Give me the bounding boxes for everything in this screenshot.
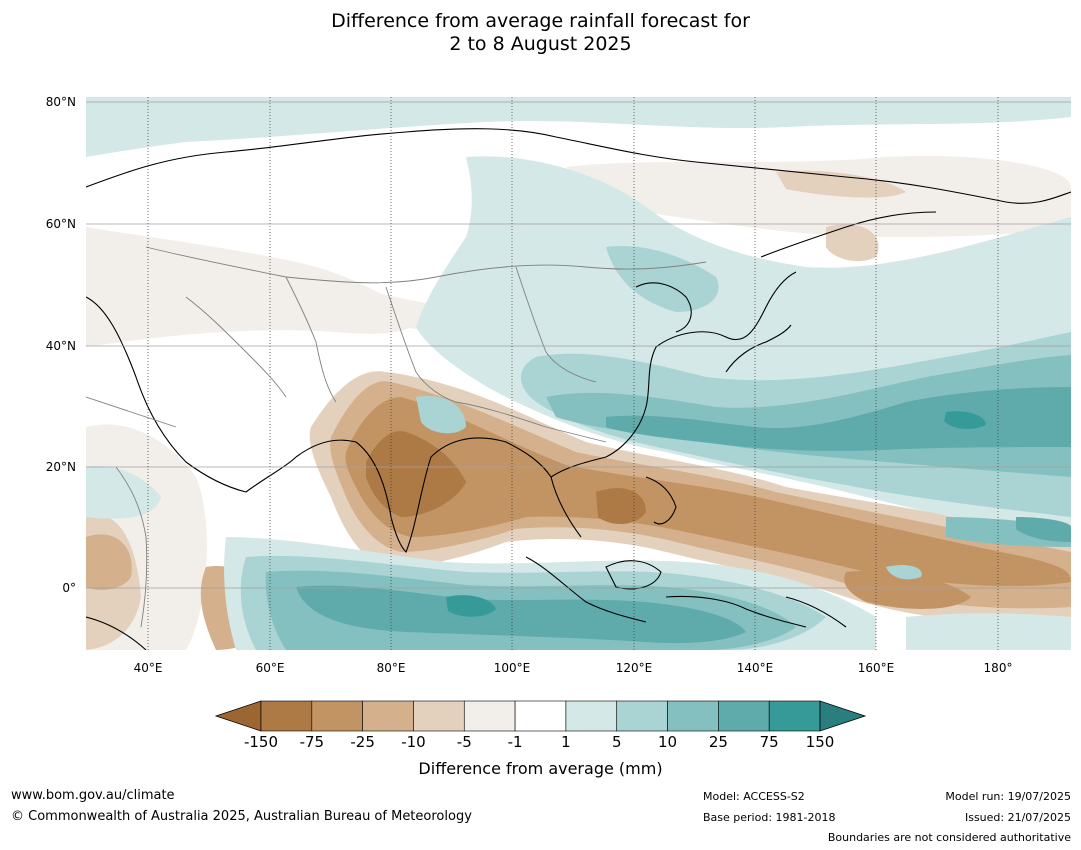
- colorbar-cell: [565, 700, 618, 732]
- country-boundaries: [86, 246, 707, 628]
- colorbar-cell: [463, 700, 516, 732]
- colorbar-tick: -150: [243, 733, 279, 751]
- coastlines: [86, 128, 1071, 650]
- lat-label-0: 0°: [62, 581, 76, 595]
- wet-anomaly-max: [446, 411, 986, 617]
- model-text: Model: ACCESS-S2: [703, 790, 805, 803]
- model-run-text: Model run: 19/07/2025: [945, 790, 1071, 803]
- colorbar-tick: -10: [401, 733, 426, 751]
- lon-label-140e: 140°E: [736, 661, 774, 675]
- lon-label-100e: 100°E: [493, 661, 531, 675]
- colorbar-tick: 25: [708, 733, 728, 751]
- graticule-lon: [147, 97, 999, 650]
- lat-label-60n: 60°N: [45, 217, 76, 231]
- base-period-text: Base period: 1981-2018: [703, 811, 836, 824]
- map-canvas: [86, 97, 1071, 650]
- lon-label-60e: 60°E: [255, 661, 285, 675]
- colorbar-tick: -75: [299, 733, 325, 751]
- map-title-line2: 2 to 8 August 2025: [449, 33, 632, 55]
- colorbar-tick: 5: [611, 733, 622, 751]
- lat-label-80n: 80°N: [45, 95, 76, 109]
- colorbar-cell: [413, 700, 465, 732]
- colorbar-title: Difference from average (mm): [418, 759, 663, 778]
- lon-label-80e: 80°E: [376, 661, 406, 675]
- colorbar-tick: 10: [657, 733, 678, 751]
- map-title-line1: Difference from average rainfall forecas…: [331, 10, 750, 32]
- rainfall-anomaly-map: [86, 97, 1071, 650]
- colorbar-cell: [514, 700, 567, 732]
- colorbar-cell: [768, 700, 821, 732]
- copyright-text: © Commonwealth of Australia 2025, Austra…: [11, 809, 472, 824]
- issued-text: Issued: 21/07/2025: [964, 811, 1071, 824]
- colorbar-cell: [362, 700, 414, 732]
- disclaimer-text: Boundaries are not considered authoritat…: [827, 831, 1071, 844]
- colorbar-tick: 150: [805, 733, 835, 751]
- lat-label-20n: 20°N: [45, 460, 76, 474]
- lon-label-160e: 160°E: [857, 661, 895, 675]
- lat-label-40n: 40°N: [45, 339, 76, 353]
- wet-anomaly-strong: [296, 387, 1071, 644]
- colorbar-tick: -25: [350, 733, 375, 751]
- colorbar-cell: [667, 700, 719, 732]
- colorbar-cell: [311, 700, 363, 732]
- lon-label-120e: 120°E: [615, 661, 653, 675]
- colorbar-tick: 1: [561, 733, 571, 751]
- colorbar-cell: [718, 700, 770, 732]
- colorbar-arrow-low: [214, 700, 262, 732]
- graticule-lat: [86, 101, 1071, 589]
- colorbar-tick: -5: [456, 733, 472, 751]
- colorbar-cell: [260, 700, 313, 732]
- website-link[interactable]: www.bom.gov.au/climate: [11, 788, 175, 803]
- colorbar-cell: [616, 700, 668, 732]
- colorbar-tick: -1: [507, 733, 523, 751]
- lon-label-40e: 40°E: [133, 661, 163, 675]
- colorbar-arrow-high: [819, 700, 867, 732]
- colorbar-tick: 75: [759, 733, 779, 751]
- lon-label-180: 180°: [983, 661, 1013, 675]
